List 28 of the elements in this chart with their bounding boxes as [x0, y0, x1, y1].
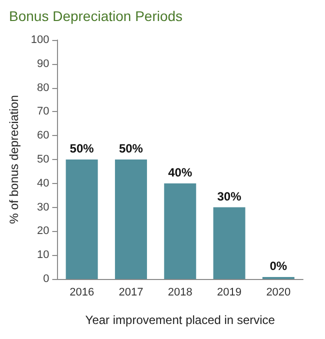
data-label: 30% [217, 189, 242, 204]
bar [164, 183, 196, 279]
data-label: 40% [168, 165, 192, 180]
y-tick-label: 70 [37, 106, 50, 118]
y-tick-label: 20 [37, 225, 50, 238]
bar [114, 160, 147, 279]
x-tick-label: 2020 [266, 286, 291, 298]
y-tick-label: 80 [37, 82, 50, 94]
y-tick-label: 0 [43, 273, 50, 285]
data-label: 50% [70, 142, 94, 156]
y-tick-label: 100 [30, 34, 50, 46]
x-tick-label: 2018 [168, 286, 192, 298]
bar [66, 160, 98, 279]
y-tick-label: 30 [37, 201, 50, 214]
y-tick-label: 50 [37, 154, 50, 166]
y-tick-label: 40 [37, 177, 50, 190]
data-label: 50% [118, 142, 144, 156]
x-tick-label: 2017 [118, 286, 144, 298]
y-tick-label: 60 [37, 130, 50, 142]
chart-title: Bonus Depreciation Periods [9, 8, 183, 24]
bar [213, 207, 246, 279]
y-tick-label: 10 [37, 249, 50, 262]
data-label: 0% [270, 259, 288, 273]
x-axis-title: Year improvement placed in service [85, 313, 276, 327]
y-tick-label: 90 [37, 58, 50, 70]
y-axis-title: % of bonus depreciation [7, 95, 21, 224]
x-tick-label: 2019 [217, 286, 242, 298]
x-tick-label: 2016 [70, 286, 94, 298]
